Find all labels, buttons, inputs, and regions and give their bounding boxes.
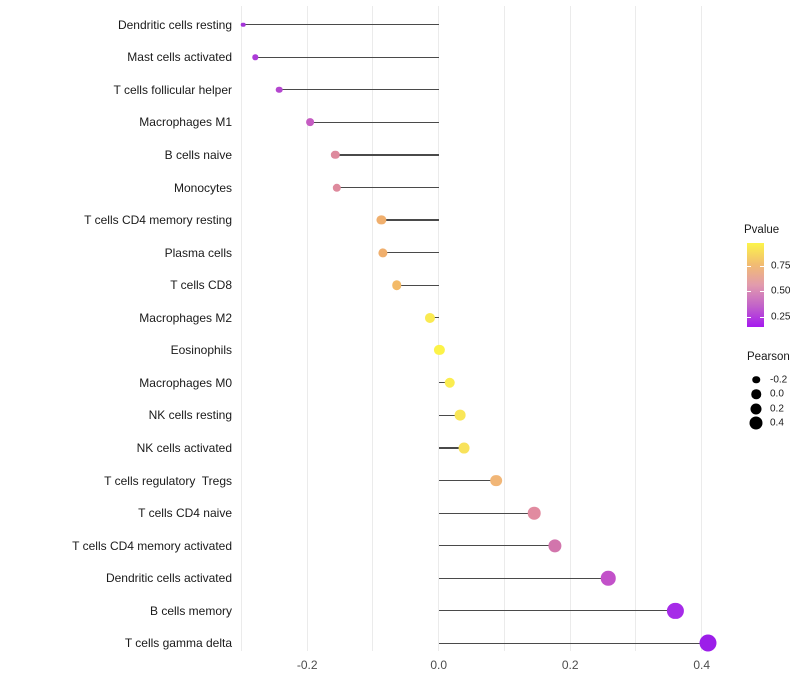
data-point-dot <box>527 506 541 520</box>
lollipop-stem <box>243 24 439 26</box>
gridline <box>240 6 242 651</box>
lollipop-stem <box>438 382 450 384</box>
data-point-dot <box>241 22 246 27</box>
gridline <box>569 6 571 651</box>
gridline <box>438 6 440 651</box>
lollipop-stem <box>438 610 676 612</box>
category-label: Plasma cells <box>164 245 232 260</box>
pearson-legend-title: Pearson <box>747 351 790 363</box>
category-label: Dendritic cells resting <box>117 17 232 32</box>
lollipop-stem <box>438 512 535 514</box>
gridline <box>701 6 703 651</box>
size-legend-dot <box>749 416 763 430</box>
lollipop-stem <box>255 56 439 58</box>
size-legend-label: 0.2 <box>770 403 784 415</box>
data-point-dot <box>252 54 258 60</box>
category-label: T cells CD4 memory resting <box>84 213 232 228</box>
lollipop-stem <box>382 252 439 254</box>
size-legend-label: 0.0 <box>770 388 784 400</box>
data-point-dot <box>378 248 388 258</box>
category-label: Monocytes <box>173 180 232 195</box>
data-point-dot <box>458 442 470 454</box>
pvalue-legend-title: Pvalue <box>744 224 780 236</box>
data-point-dot <box>444 377 456 389</box>
category-label: NK cells activated <box>136 440 232 455</box>
size-legend-dot <box>751 389 761 399</box>
gridline <box>306 6 308 651</box>
category-label: T cells CD8 <box>170 278 232 293</box>
colorbar-tick-label: 0.75 <box>771 260 791 272</box>
data-point-dot <box>548 539 562 553</box>
category-label: Macrophages M1 <box>139 115 232 130</box>
colorbar-tick-mark <box>747 291 751 293</box>
x-tick-label: 0.0 <box>430 658 448 672</box>
category-label: T cells CD4 naive <box>138 506 232 521</box>
lollipop-stem <box>335 154 439 156</box>
data-point-dot <box>454 410 466 421</box>
lollipop-stem <box>381 219 439 221</box>
x-tick-label: 0.4 <box>693 658 711 672</box>
category-label: B cells memory <box>149 603 232 618</box>
data-point-dot <box>332 183 341 192</box>
category-label: T cells follicular helper <box>113 82 233 97</box>
size-legend-label: -0.2 <box>770 374 788 385</box>
category-label: B cells naive <box>164 147 232 162</box>
category-label: Mast cells activated <box>127 50 232 65</box>
colorbar-tick-mark <box>760 265 764 267</box>
colorbar-tick-mark <box>760 316 764 318</box>
lollipop-stem <box>336 186 439 189</box>
data-point-dot <box>331 150 340 160</box>
pvalue-colorbar-gradient <box>747 243 764 327</box>
gridline <box>635 6 637 651</box>
data-point-dot <box>306 118 315 127</box>
data-point-dot <box>601 570 616 586</box>
x-tick-label: -0.2 <box>296 658 318 672</box>
colorbar-tick-label: 0.50 <box>771 285 791 297</box>
lollipop-stem <box>438 479 496 482</box>
data-point-dot <box>425 312 436 323</box>
category-label: Macrophages M2 <box>139 310 232 325</box>
size-legend-dot <box>750 403 762 415</box>
gridline <box>372 6 374 651</box>
lollipop-stem <box>438 545 556 547</box>
lollipop-stem <box>278 89 439 91</box>
category-label: T cells CD4 memory activated <box>72 538 232 553</box>
data-point-dot <box>391 280 402 290</box>
colorbar-tick-mark <box>747 265 751 267</box>
category-label: T cells regulatory Tregs <box>104 473 232 488</box>
size-legend-dot <box>752 375 760 384</box>
colorbar-tick-mark <box>747 316 751 318</box>
lollipop-stem <box>438 414 461 416</box>
data-point-dot <box>434 345 445 356</box>
lollipop-stem <box>438 447 465 449</box>
lollipop-stem <box>438 642 709 644</box>
lollipop-stem <box>310 121 439 123</box>
x-tick-label: 0.2 <box>561 658 579 672</box>
category-label: T cells gamma delta <box>124 636 232 651</box>
lollipop-stem <box>396 284 439 286</box>
lollipop-stem <box>438 577 609 579</box>
colorbar-tick-mark <box>760 291 764 293</box>
size-legend-label: 0.4 <box>770 417 784 429</box>
category-label: Macrophages M0 <box>139 375 232 390</box>
category-label: Eosinophils <box>170 343 232 358</box>
data-point-dot <box>667 602 684 619</box>
category-label: Dendritic cells activated <box>105 571 232 586</box>
colorbar-tick-label: 0.25 <box>771 311 791 323</box>
gridline <box>503 6 505 651</box>
data-point-dot <box>490 474 502 487</box>
category-label: NK cells resting <box>148 408 232 423</box>
data-point-dot <box>376 215 387 225</box>
data-point-dot <box>275 86 283 94</box>
data-point-dot <box>699 634 717 652</box>
